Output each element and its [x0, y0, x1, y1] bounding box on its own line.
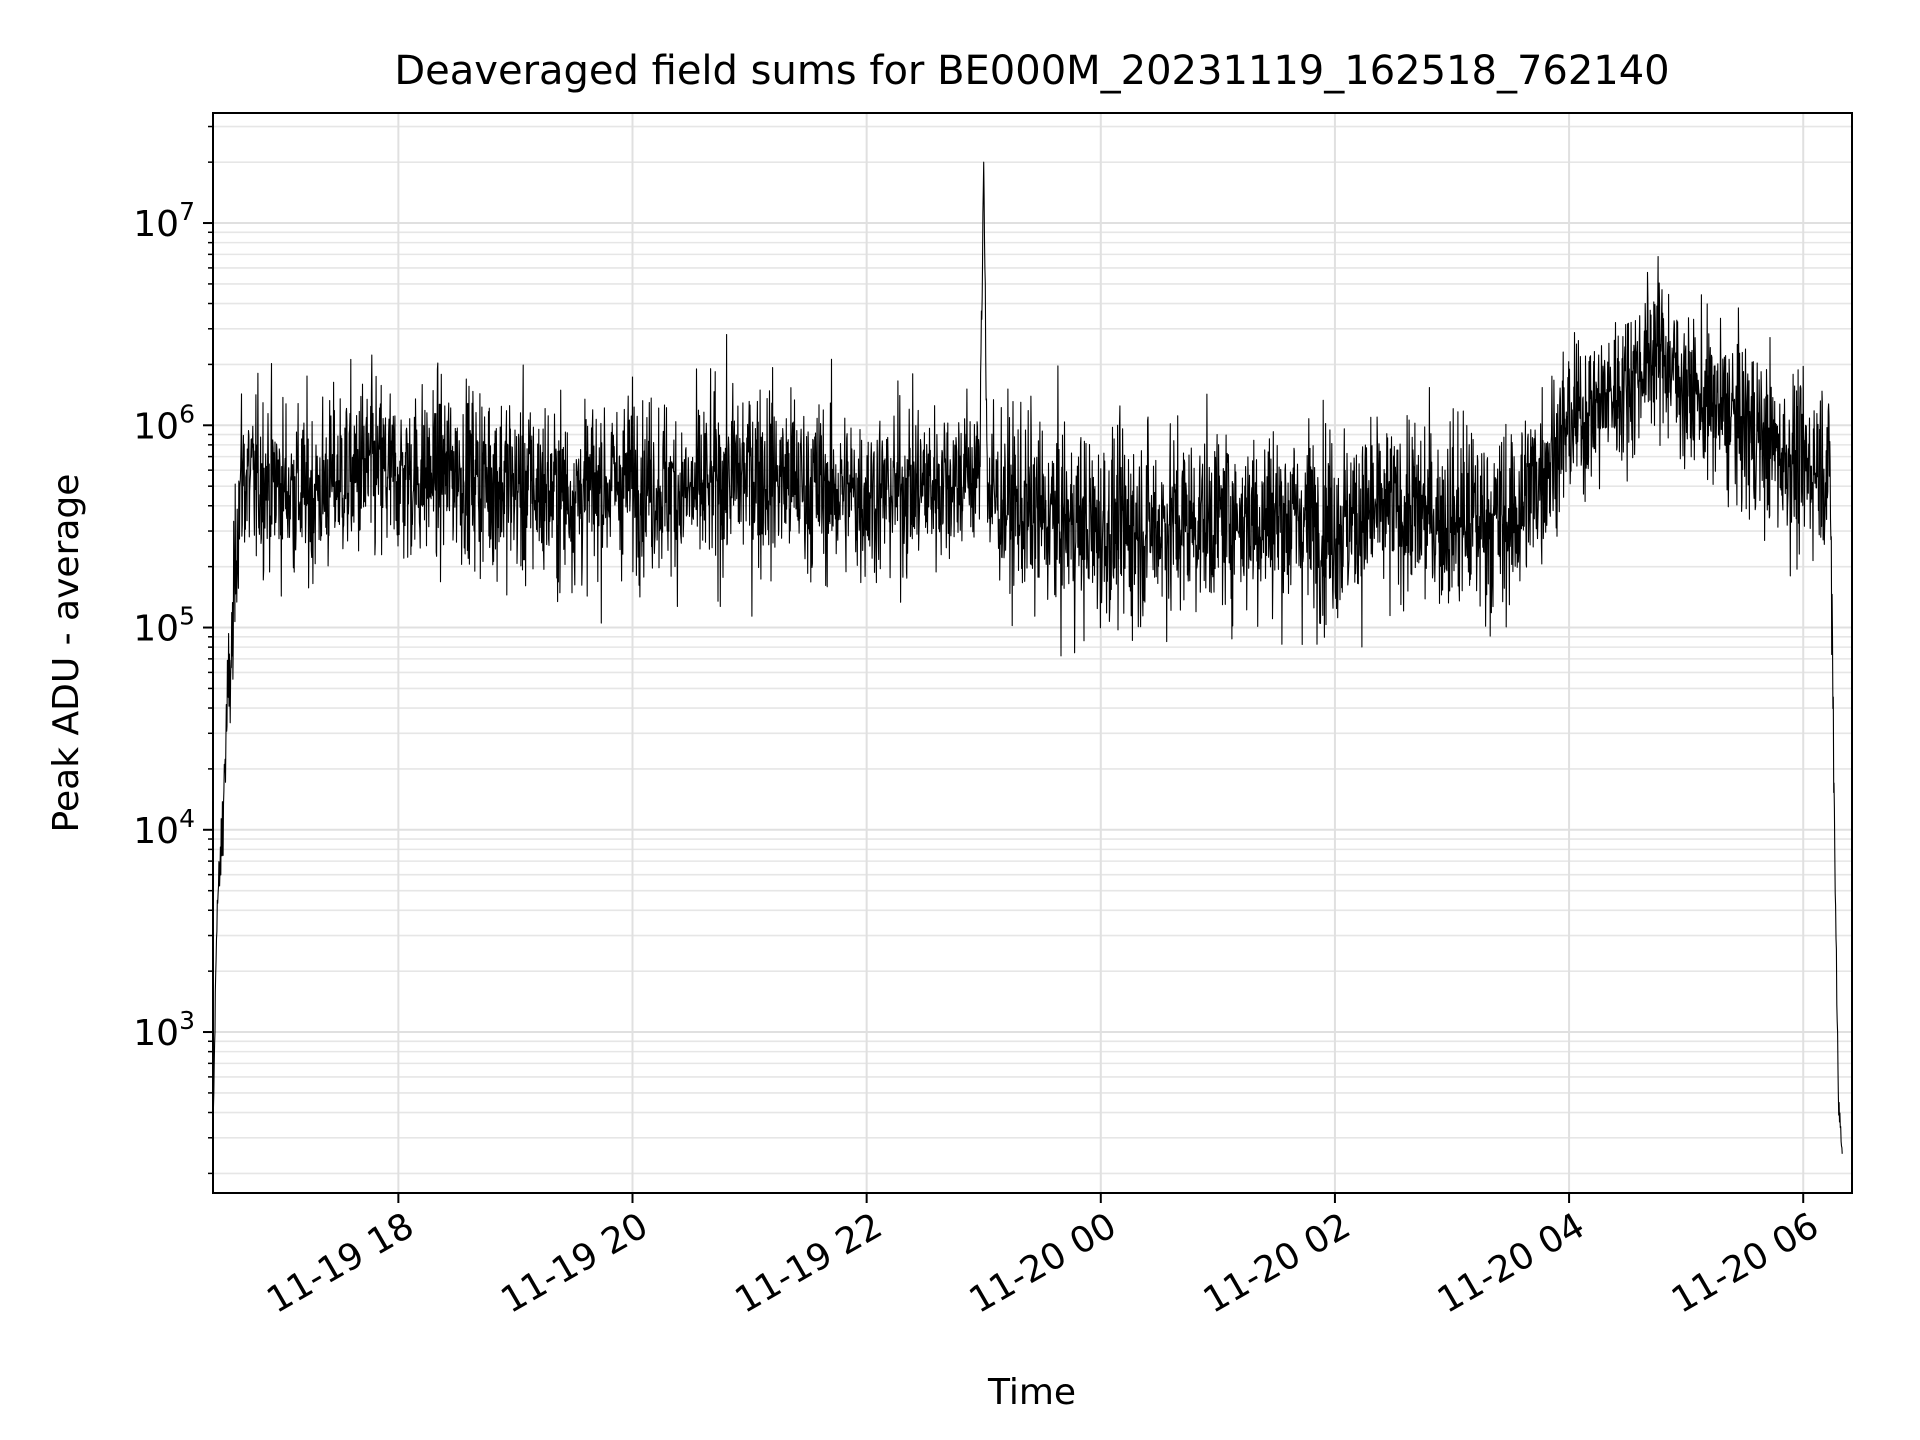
- y-tick-label: 105: [133, 602, 195, 650]
- series-layer: [212, 161, 1843, 1154]
- series-line-0: [212, 161, 1843, 1154]
- y-tick-label: 103: [133, 1006, 195, 1054]
- axes-frame: [212, 112, 1853, 1194]
- y-tick-label: 104: [133, 804, 195, 852]
- chart-title: Deaveraged field sums for BE000M_2023111…: [394, 48, 1669, 94]
- y-axis: 103 104 105 106 107: [133, 125, 213, 1175]
- y-tick-label: 106: [133, 399, 195, 447]
- y-tick-label: 107: [133, 197, 195, 245]
- x-axis-label: Time: [987, 1372, 1076, 1413]
- y-axis-label: Peak ADU - average: [46, 474, 87, 833]
- grid-major: [213, 113, 1852, 1193]
